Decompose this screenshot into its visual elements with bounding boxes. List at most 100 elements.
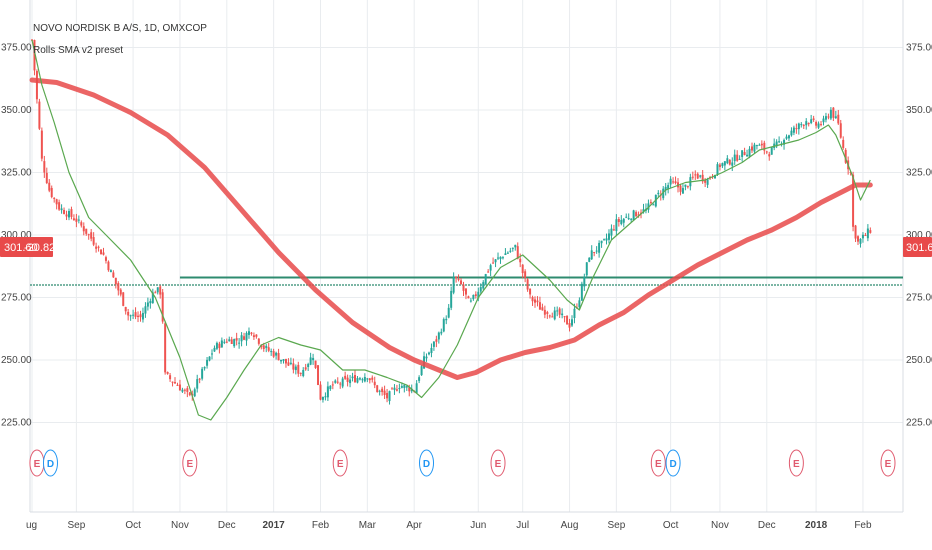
x-tick-label: Feb xyxy=(312,520,330,531)
time-axis[interactable]: ug Sep Oct Nov Dec 2017 Feb Mar Apr Jun Jul Aug Sep O… xyxy=(26,520,872,531)
candle-body xyxy=(393,387,396,390)
candle-body xyxy=(67,211,70,218)
candle-body xyxy=(570,319,573,326)
candle-body xyxy=(418,377,421,381)
candle-body xyxy=(339,383,342,385)
candle-body xyxy=(617,219,620,223)
candle-body xyxy=(324,396,327,398)
candle-body xyxy=(381,388,384,393)
candle-body xyxy=(546,312,549,314)
candle-body xyxy=(400,386,403,388)
candle-body xyxy=(55,199,58,205)
candle-body xyxy=(354,375,357,383)
candle-body xyxy=(166,371,169,374)
candle-body xyxy=(585,262,588,276)
candle-body xyxy=(240,335,243,342)
candle-body xyxy=(146,302,149,307)
earnings-marker[interactable] xyxy=(880,449,896,477)
candle-body xyxy=(410,388,413,392)
candle-body xyxy=(501,257,504,259)
candle-body xyxy=(748,148,751,157)
candle-body xyxy=(723,161,726,166)
candle-body xyxy=(489,265,492,271)
candle-body xyxy=(696,173,699,179)
candle-body xyxy=(839,123,842,138)
candle-body xyxy=(686,186,689,188)
candle-body xyxy=(169,375,172,380)
earnings-marker[interactable] xyxy=(332,449,348,477)
candle-body xyxy=(733,154,736,162)
candle-body xyxy=(388,391,391,402)
right-price-axis[interactable]: 375.00 350.00 325.00 300.00 275.00 250.00 225.… xyxy=(906,43,932,429)
candle-body xyxy=(474,294,477,296)
event-marker-label: E xyxy=(793,459,800,470)
candle-body xyxy=(390,388,393,390)
candle-body xyxy=(117,283,120,291)
candle-body xyxy=(250,332,253,334)
candle-body xyxy=(164,323,167,373)
candle-body xyxy=(494,259,497,263)
event-marker-label: E xyxy=(885,459,892,470)
earnings-marker[interactable] xyxy=(788,449,804,477)
x-tick-label: 2017 xyxy=(263,520,286,531)
candle-body xyxy=(415,383,418,393)
left-price-axis[interactable]: 375.00 350.00 325.00 300.00 275.00 250.00 225.… xyxy=(1,43,32,429)
candle-body xyxy=(768,154,771,157)
candle-body xyxy=(566,315,569,325)
x-tick-label: Mar xyxy=(359,520,377,531)
candle-body xyxy=(435,339,438,342)
candle-body xyxy=(183,389,186,391)
candle-body xyxy=(467,296,470,299)
candle-body xyxy=(213,347,216,352)
candle-body xyxy=(161,292,164,322)
candle-body xyxy=(87,234,90,236)
candle-body xyxy=(778,141,781,143)
candle-body xyxy=(265,345,268,349)
candle-body xyxy=(763,142,766,151)
candle-body xyxy=(255,334,258,337)
candle-body xyxy=(210,353,213,355)
candle-body xyxy=(188,392,191,396)
candle-body xyxy=(282,359,285,361)
earnings-marker[interactable] xyxy=(182,449,198,477)
candle-body xyxy=(820,124,823,126)
candle-body xyxy=(361,379,364,381)
candle-body xyxy=(43,161,46,173)
candle-body xyxy=(144,306,147,314)
candle-body xyxy=(304,367,307,370)
candle-body xyxy=(314,360,317,368)
candle-body xyxy=(785,136,788,139)
candle-body xyxy=(464,288,467,295)
candle-body xyxy=(797,123,800,130)
candle-body xyxy=(649,201,652,203)
dividend-marker[interactable] xyxy=(42,449,58,477)
dividend-marker[interactable] xyxy=(665,449,681,477)
candle-body xyxy=(70,209,73,217)
candle-body xyxy=(395,389,398,391)
earnings-marker[interactable] xyxy=(650,449,666,477)
candle-body xyxy=(329,385,332,390)
candle-body xyxy=(50,187,53,198)
candle-body xyxy=(822,118,825,123)
candle-body xyxy=(122,292,125,306)
x-tick-label: Dec xyxy=(218,520,236,531)
x-tick-label: Feb xyxy=(854,520,872,531)
candle-body xyxy=(783,139,786,145)
earnings-marker[interactable] xyxy=(490,449,506,477)
candle-body xyxy=(869,230,872,233)
candle-body xyxy=(563,316,566,318)
dividend-marker[interactable] xyxy=(419,449,435,477)
candle-body xyxy=(344,375,347,379)
y-tick-label-left: 250.00 xyxy=(1,355,32,366)
candle-body xyxy=(704,179,707,183)
candle-body xyxy=(262,345,265,350)
candle-body xyxy=(588,257,591,262)
candle-body xyxy=(859,238,862,244)
candle-body xyxy=(479,287,482,292)
y-tick-label-left: 375.00 xyxy=(1,43,32,54)
y-tick-label-right: 275.00 xyxy=(906,293,932,304)
x-tick-label: Apr xyxy=(406,520,422,531)
y-tick-label-left: 325.00 xyxy=(1,168,32,179)
